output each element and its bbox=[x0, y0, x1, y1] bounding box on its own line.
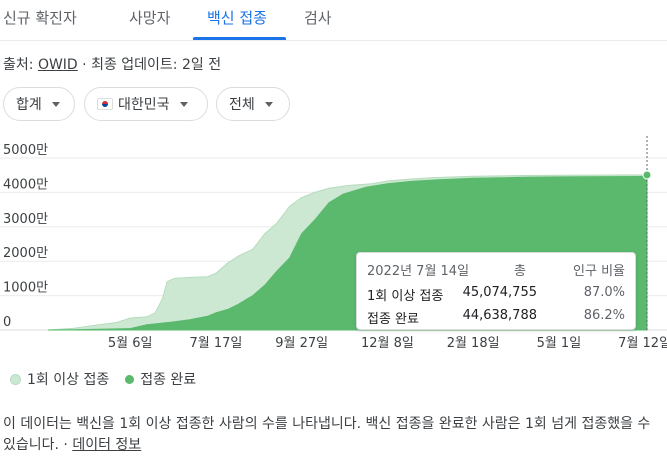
y-tick-label: 2000만 bbox=[3, 246, 48, 261]
tab-bar: 신규 확진자 사망자 백신 접종 검사 bbox=[0, 0, 667, 41]
y-tick-label: 5000만 bbox=[3, 143, 48, 158]
legend-item[interactable]: 1회 이상 접종 bbox=[10, 369, 109, 389]
tooltip-col-total: 총 bbox=[514, 264, 526, 279]
x-tick-label: 12월 8일 bbox=[361, 336, 414, 351]
tab-deaths[interactable]: 사망자 bbox=[129, 9, 171, 27]
source-prefix: 출처: bbox=[3, 57, 34, 73]
tab-new-cases[interactable]: 신규 확진자 bbox=[3, 9, 77, 27]
caret-down-icon bbox=[51, 101, 60, 107]
source-line: 출처: OWID · 최종 업데이트: 2일 전 bbox=[3, 54, 221, 74]
data-note: 이 데이터는 백신을 1회 이상 접종한 사람의 수를 나타냅니다. 백신 접종… bbox=[3, 414, 665, 456]
data-info-link[interactable]: 데이터 정보 bbox=[72, 437, 142, 453]
y-tick-label: 3000만 bbox=[3, 212, 48, 227]
legend-label: 1회 이상 접종 bbox=[27, 372, 110, 388]
metric-dropdown-label: 합계 bbox=[16, 97, 42, 113]
active-tab-indicator bbox=[193, 37, 286, 40]
korea-flag-icon bbox=[97, 98, 113, 110]
group-dropdown-label: 전체 bbox=[229, 97, 255, 113]
chart-tooltip: 2022년 7월 14일 총 인구 비율 1회 이상 접종 45,074,755… bbox=[356, 252, 636, 330]
legend-swatch bbox=[125, 374, 135, 384]
chart-legend: 1회 이상 접종 접종 완료 bbox=[10, 369, 212, 389]
tooltip-col-pct: 인구 비율 bbox=[573, 264, 625, 279]
metric-dropdown[interactable]: 합계 bbox=[3, 87, 75, 121]
tooltip-row-total: 45,074,755 bbox=[462, 285, 537, 300]
country-dropdown-label: 대한민국 bbox=[118, 97, 170, 113]
x-tick-label: 5월 1일 bbox=[537, 336, 582, 351]
caret-down-icon bbox=[179, 101, 188, 107]
x-tick-label: 7월 12일 bbox=[618, 336, 667, 351]
last-updated: · 최종 업데이트: 2일 전 bbox=[82, 57, 222, 73]
y-tick-label: 1000만 bbox=[3, 281, 48, 296]
x-tick-label: 9월 27일 bbox=[275, 336, 328, 351]
tooltip-row-pct: 87.0% bbox=[583, 285, 625, 300]
legend-swatch bbox=[10, 373, 21, 385]
legend-item[interactable]: 접종 완료 bbox=[125, 369, 196, 389]
y-tick-label: 4000만 bbox=[3, 177, 48, 192]
x-tick-label: 2월 18일 bbox=[447, 336, 500, 351]
x-tick-label: 7월 17일 bbox=[189, 336, 242, 351]
hover-point bbox=[642, 170, 652, 180]
tooltip-row-label: 1회 이상 접종 bbox=[367, 289, 444, 304]
tooltip-date: 2022년 7월 14일 bbox=[367, 264, 470, 279]
tooltip-row-pct: 86.2% bbox=[583, 308, 625, 323]
tooltip-row-label: 접종 완료 bbox=[367, 312, 419, 327]
group-dropdown[interactable]: 전체 bbox=[216, 87, 290, 121]
tab-vaccinations[interactable]: 백신 접종 bbox=[207, 9, 267, 27]
note-text: 이 데이터는 백신을 1회 이상 접종한 사람의 수를 나타냅니다. 백신 접종… bbox=[3, 416, 651, 453]
y-tick-label: 0 bbox=[3, 315, 11, 330]
x-tick-label: 5월 6일 bbox=[108, 336, 153, 351]
caret-down-icon bbox=[264, 101, 273, 107]
tooltip-row-total: 44,638,788 bbox=[462, 308, 537, 323]
country-dropdown[interactable]: 대한민국 bbox=[84, 87, 208, 121]
legend-label: 접종 완료 bbox=[140, 372, 197, 388]
source-link[interactable]: OWID bbox=[37, 57, 78, 73]
tab-tests[interactable]: 검사 bbox=[304, 9, 332, 27]
